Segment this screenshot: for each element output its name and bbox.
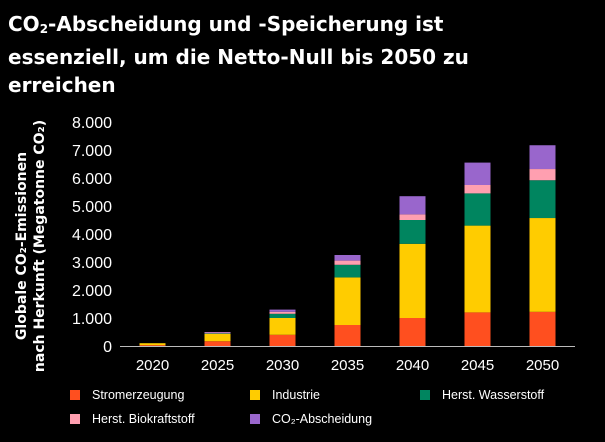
bar-segment (204, 333, 231, 334)
bar-segment (334, 264, 361, 278)
x-tick-label: 2035 (331, 357, 364, 374)
bar-segment (139, 345, 166, 346)
bar-segment (399, 220, 426, 244)
bar-segment (204, 332, 231, 334)
bar-segment (269, 313, 296, 318)
bar-segment (464, 185, 491, 194)
y-tick-label: 8.000 (72, 115, 112, 132)
bar-segment (334, 260, 361, 265)
bar-segment (269, 334, 296, 346)
bar-segment (399, 196, 426, 215)
y-axis-title-line2: nach Herkunft (Megatonne CO₂) (32, 120, 48, 372)
bar-segment (269, 318, 296, 335)
title-rest: -Abscheidung und -Speicherung ist essenz… (8, 12, 469, 97)
bar-segment (269, 311, 296, 314)
title-co: CO (8, 12, 40, 36)
x-tick-label: 2020 (136, 357, 169, 374)
bar-segment (529, 311, 556, 346)
x-tick-label: 2025 (201, 357, 234, 374)
bar-segment (529, 180, 556, 219)
bar-segment (399, 318, 426, 346)
bar-segment (464, 162, 491, 185)
bar-segment (334, 325, 361, 346)
bar-segment (464, 225, 491, 313)
bar-segment (204, 333, 231, 342)
title-subscript: 2 (39, 22, 49, 36)
bar-segment (269, 309, 296, 312)
bar-segment (529, 218, 556, 312)
y-tick-label: 4.000 (72, 227, 112, 244)
y-tick-label: 2.000 (72, 283, 112, 300)
bar-segment (464, 193, 491, 226)
x-tick-label: 2040 (396, 357, 429, 374)
chart-title: CO2-Abscheidung und -Speicherung ist ess… (8, 10, 568, 99)
x-tick-label: 2045 (461, 357, 494, 374)
y-axis-title-line1: Globale CO₂-Emissionen (14, 152, 30, 340)
bar-segment (334, 255, 361, 261)
bar-segment (529, 169, 556, 181)
y-tick-label: 7.000 (72, 143, 112, 160)
y-tick-label: 5.000 (72, 199, 112, 216)
bar-segment (204, 332, 231, 333)
y-tick-label: 3.000 (72, 255, 112, 272)
bar-segment (334, 277, 361, 325)
bar-segment (399, 243, 426, 318)
y-tick-label: 1.000 (72, 311, 112, 328)
bar-segment (399, 214, 426, 220)
x-tick-label: 2030 (266, 357, 299, 374)
x-tick-label: 2050 (526, 357, 559, 374)
y-axis-title: Globale CO₂-Emissionen nach Herkunft (Meg… (14, 120, 48, 372)
bar-segment (204, 341, 231, 346)
y-tick-label: 0 (103, 339, 112, 356)
bar-segment (464, 312, 491, 346)
y-tick-label: 6.000 (72, 171, 112, 188)
bar-segment (529, 145, 556, 170)
bar-segment (139, 343, 166, 346)
